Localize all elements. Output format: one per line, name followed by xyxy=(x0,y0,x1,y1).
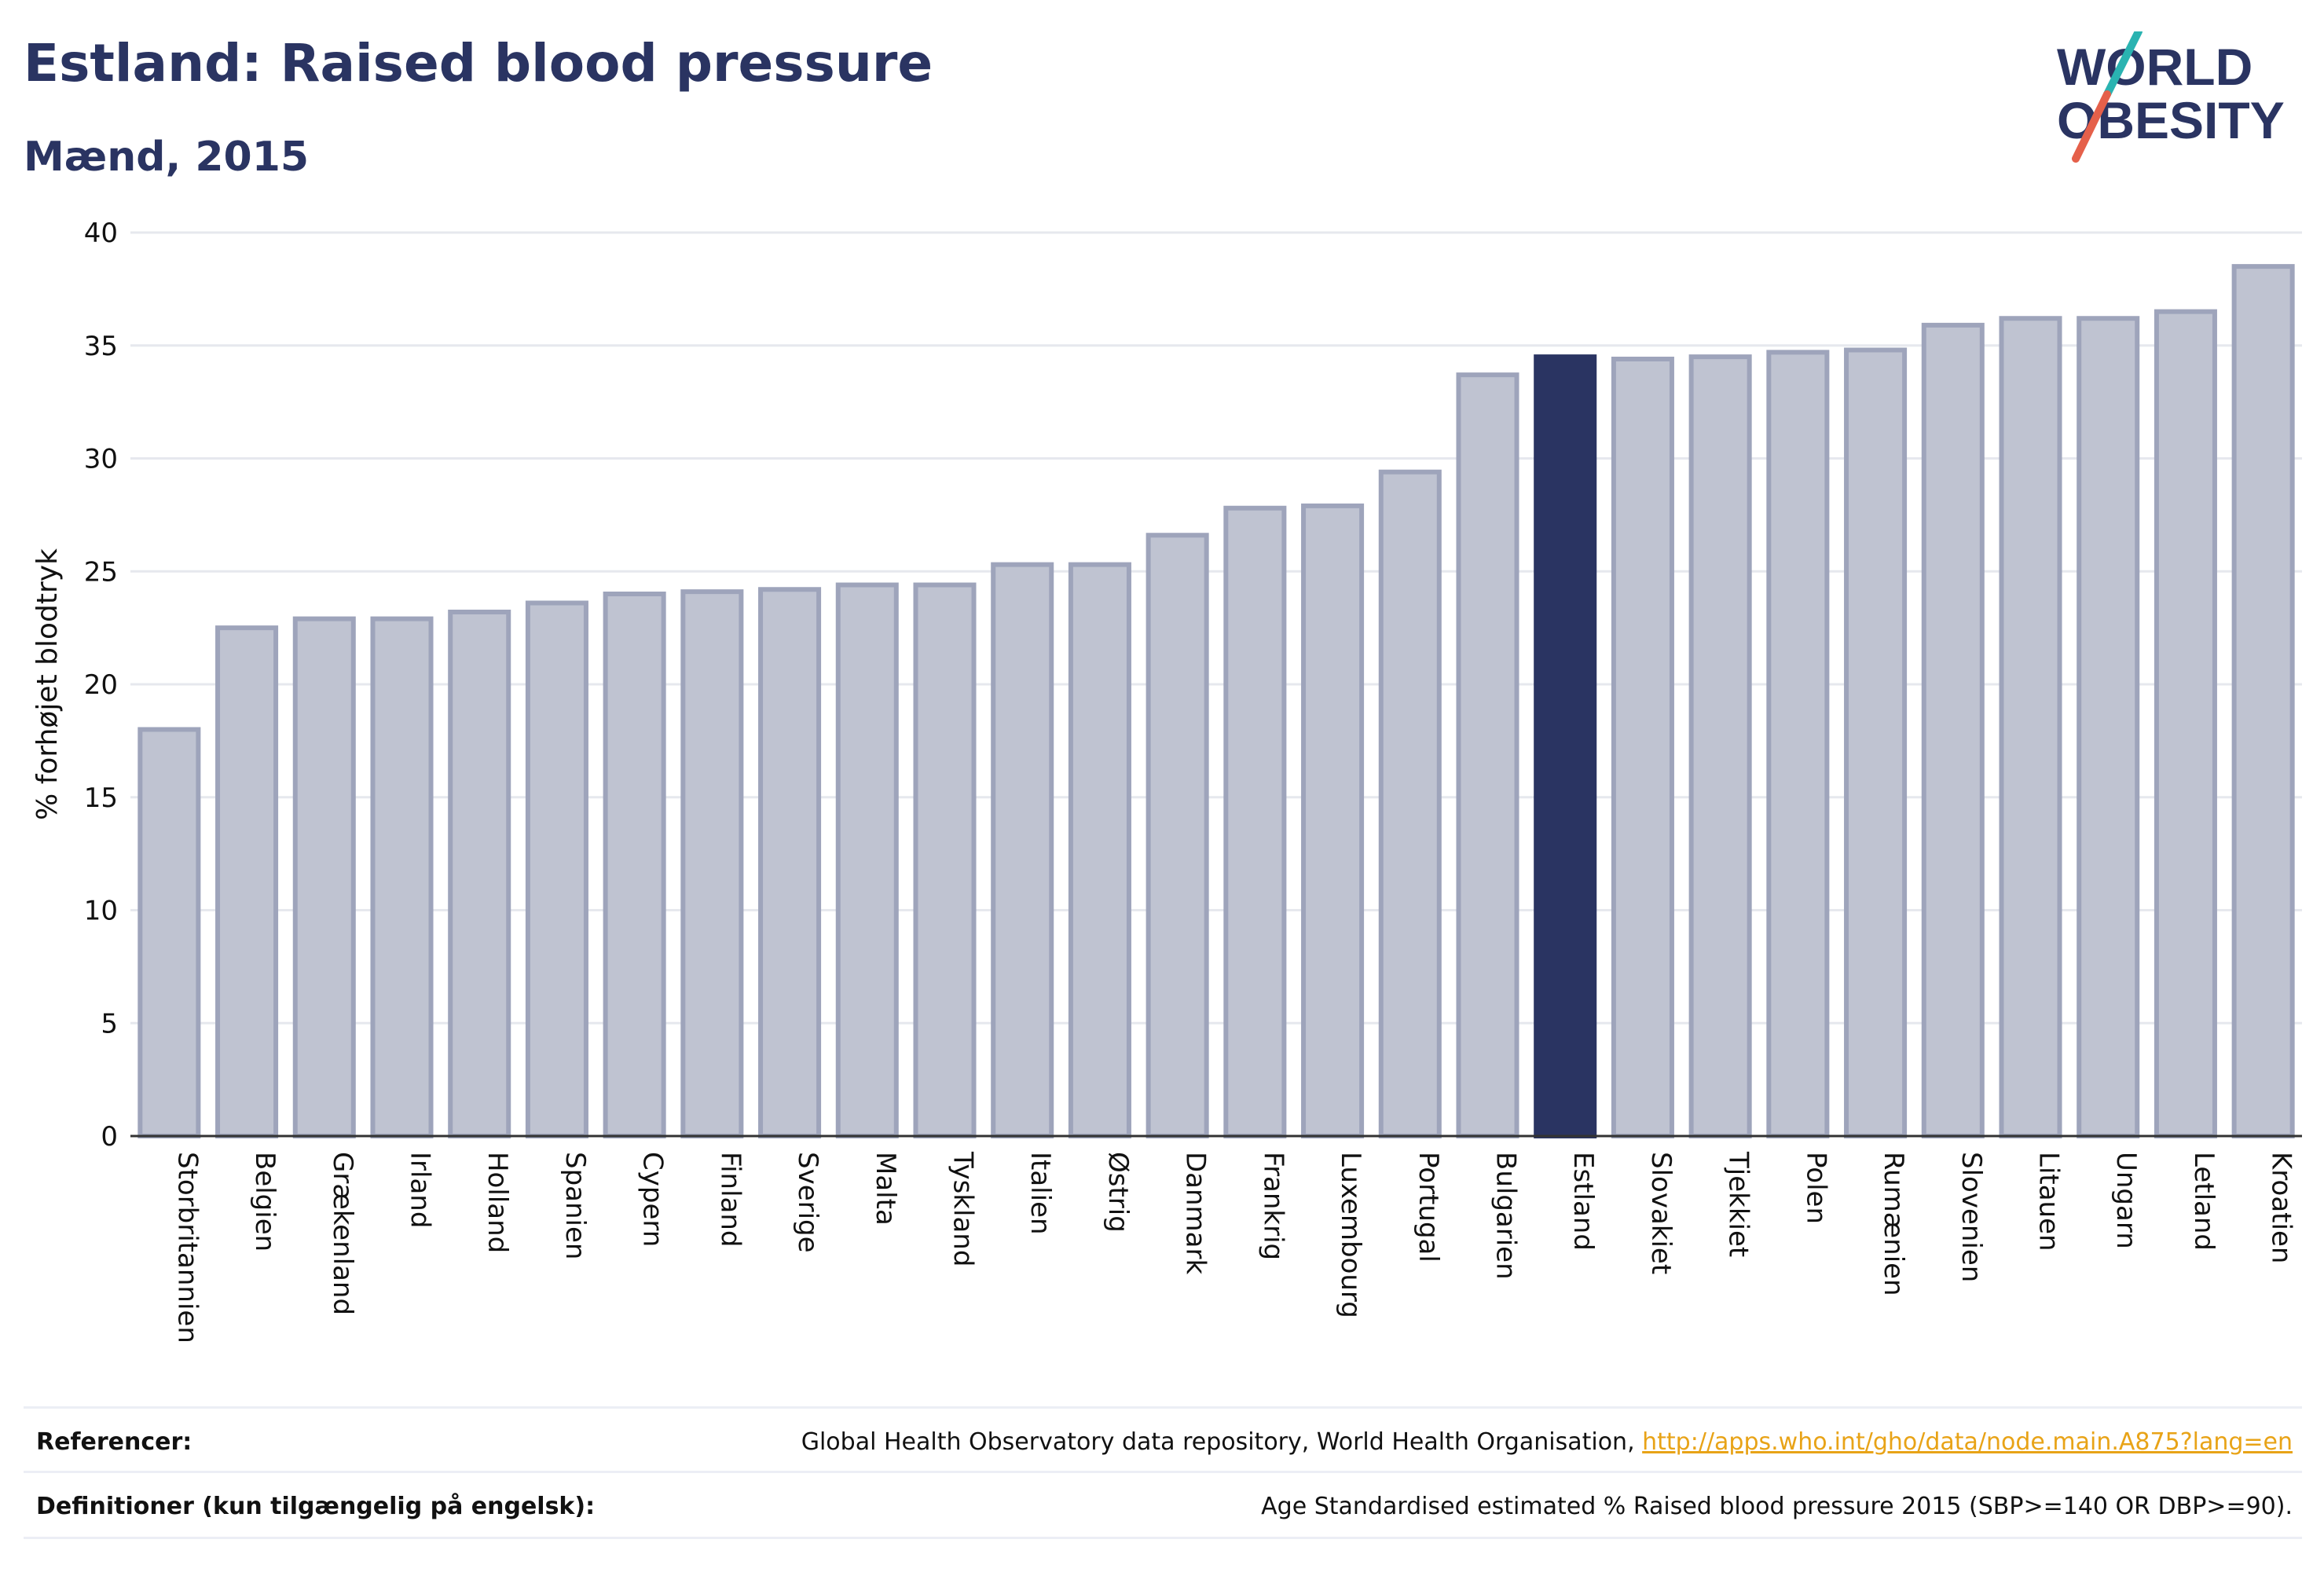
definitions-text: Age Standardised estimated % Raised bloo… xyxy=(1261,1493,2293,1520)
references-text: Global Health Observatory data repositor… xyxy=(801,1428,2293,1456)
x-tick-label: Slovakiet xyxy=(1645,1152,1677,1274)
y-tick-label: 5 xyxy=(101,1008,118,1039)
x-tick-label: Bulgarien xyxy=(1490,1152,1522,1280)
bar-bulgarien xyxy=(1456,372,1519,1138)
bar-slovenien xyxy=(1921,322,1985,1138)
x-tick-label: Spanien xyxy=(559,1152,591,1259)
bar-ungarn xyxy=(2077,316,2140,1138)
x-tick-label: Sverige xyxy=(792,1152,823,1253)
references-source: Global Health Observatory data repositor… xyxy=(801,1428,1643,1456)
x-tick-label: Tyskland xyxy=(948,1151,979,1266)
bar-luxembourg xyxy=(1301,503,1365,1138)
x-tick-label: Tjekkiet xyxy=(1723,1151,1754,1257)
y-tick-label: 10 xyxy=(84,896,118,927)
world-obesity-logo: WORLD OBESITY xyxy=(2057,31,2285,163)
x-tick-label: Belgien xyxy=(249,1152,280,1252)
logo-slash-bottom xyxy=(2072,90,2111,163)
x-tick-label: Finland xyxy=(714,1152,746,1248)
x-tick-label: Danmark xyxy=(1180,1152,1211,1274)
y-tick-label: 30 xyxy=(84,444,118,475)
x-tick-label: Slovenien xyxy=(1956,1152,1987,1282)
references-label: Referencer: xyxy=(36,1428,192,1456)
bar-rumænien xyxy=(1844,347,1908,1138)
x-tick-label: Østrig xyxy=(1102,1152,1134,1233)
footer-divider-top xyxy=(24,1406,2302,1409)
references-link[interactable]: http://apps.who.int/gho/data/node.main.A… xyxy=(1642,1428,2293,1456)
bar-storbritannien xyxy=(137,727,201,1138)
bar-spanien xyxy=(525,600,588,1138)
bar-frankrig xyxy=(1223,505,1287,1138)
bar-sverige xyxy=(758,587,822,1138)
bar-estland xyxy=(1534,354,1597,1138)
bar-grækenland xyxy=(292,616,356,1138)
x-tick-label: Frankrig xyxy=(1257,1152,1288,1260)
x-tick-label: Estland xyxy=(1567,1152,1599,1251)
x-tick-label: Malta xyxy=(870,1152,901,1226)
logo-word-world: WORLD xyxy=(2057,38,2253,96)
bar-italien xyxy=(991,562,1054,1138)
bar-polen xyxy=(1766,350,1830,1138)
bar-irland xyxy=(370,616,434,1138)
bar-kroatien xyxy=(2231,264,2295,1138)
logo-slash-top xyxy=(2103,31,2143,98)
bar-portugal xyxy=(1378,469,1442,1138)
bar-finland xyxy=(680,589,744,1138)
x-tick-label: Cypern xyxy=(637,1152,669,1247)
y-axis-ticks: 0 5 10 15 20 25 30 35 40 xyxy=(84,218,118,1153)
x-tick-label: Luxembourg xyxy=(1335,1152,1366,1318)
y-tick-label: 25 xyxy=(84,556,118,588)
y-tick-label: 0 xyxy=(101,1121,118,1153)
bar-holland xyxy=(448,610,511,1138)
bar-malta xyxy=(835,582,899,1138)
chart-title: Estland: Raised blood pressure xyxy=(24,33,933,93)
bar-cypern xyxy=(603,592,666,1138)
x-tick-label: Ungarn xyxy=(2110,1152,2142,1249)
definitions-label: Definitioner (kun tilgængelig på engelsk… xyxy=(36,1493,596,1520)
x-tick-label: Italien xyxy=(1025,1152,1056,1235)
chart-subtitle: Mænd, 2015 xyxy=(24,134,310,181)
x-tick-label: Rumænien xyxy=(1878,1152,1909,1296)
footer-divider-bottom xyxy=(24,1537,2302,1539)
x-tick-label: Storbritannien xyxy=(171,1152,203,1343)
bar-belgien xyxy=(215,625,279,1138)
x-axis-ticks: Storbritannien Belgien Grækenland Irland Hol… xyxy=(171,1151,2297,1343)
bar-tyskland xyxy=(913,582,977,1138)
y-tick-label: 20 xyxy=(84,669,118,701)
y-tick-label: 15 xyxy=(84,783,118,814)
x-tick-label: Litauen xyxy=(2033,1152,2065,1252)
bar-slovakiet xyxy=(1611,357,1674,1138)
x-tick-label: Portugal xyxy=(1413,1152,1444,1263)
x-tick-label: Polen xyxy=(1800,1152,1831,1224)
x-tick-label: Letland xyxy=(2188,1152,2220,1251)
bar-letland xyxy=(2154,309,2217,1138)
bar-litauen xyxy=(1999,316,2062,1138)
bar-chart: 0 5 10 15 20 25 30 35 40 Storbritannien Belgien Gr… xyxy=(31,218,2302,1343)
bar-østrig xyxy=(1068,562,1131,1138)
bar-tjekkiet xyxy=(1688,354,1752,1138)
y-tick-label: 35 xyxy=(84,331,118,362)
bars xyxy=(137,264,2295,1138)
x-tick-label: Kroatien xyxy=(2266,1152,2297,1263)
x-tick-label: Grækenland xyxy=(327,1152,358,1315)
y-axis-label: % forhøjet blodtryk xyxy=(31,548,64,820)
x-tick-label: Holland xyxy=(482,1152,513,1253)
x-tick-label: Irland xyxy=(405,1152,436,1228)
footer-divider-middle xyxy=(24,1471,2302,1473)
bar-danmark xyxy=(1146,533,1209,1138)
y-tick-label: 40 xyxy=(84,218,118,249)
